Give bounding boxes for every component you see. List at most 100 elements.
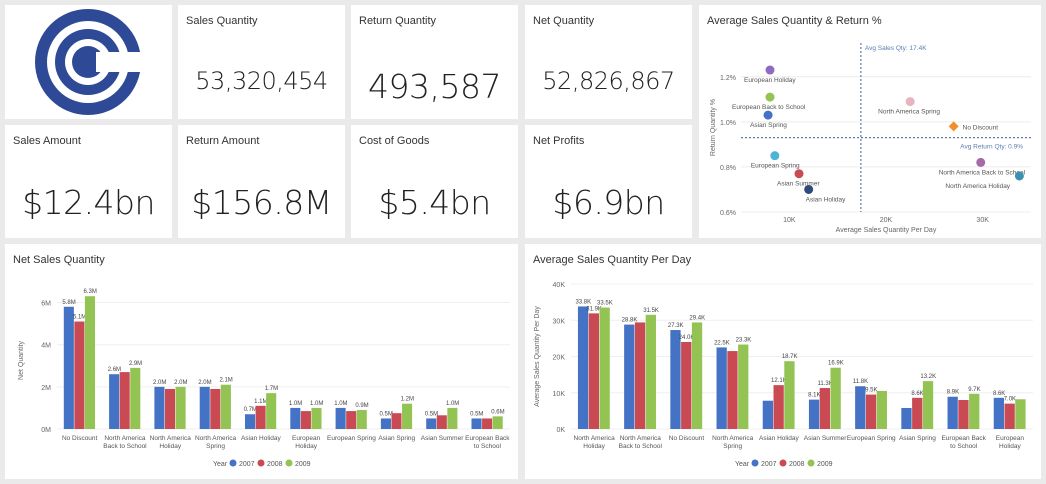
cost-of-goods-value: $5.4bn: [378, 183, 491, 222]
return-quantity-label: Return Quantity: [359, 15, 437, 27]
scatter-chart-tile[interactable]: Average Sales Quantity & Return % 0.6% 0.…: [699, 5, 1041, 238]
legend-label: 2009: [295, 461, 311, 468]
bar-data-label: 11.8K: [853, 379, 868, 385]
bar: [947, 396, 958, 429]
bar-category-label: European Holiday: [996, 435, 1025, 450]
bar-y-tick: 20K: [553, 355, 566, 362]
bar: [119, 372, 130, 429]
scatter-y-tick: 1.2%: [720, 75, 736, 82]
scatter-point-label: North America Holiday: [945, 183, 1010, 190]
bar-y-tick: 10K: [553, 391, 566, 398]
sales-amount-label: Sales Amount: [13, 135, 81, 147]
net-profits-value: $6.9bn: [552, 183, 665, 222]
net-quantity-value: 52,826,867: [542, 67, 675, 95]
bar-data-label: 2.0M: [153, 380, 166, 386]
logo-tile: [5, 5, 172, 119]
bar-data-label: 2.0M: [174, 380, 187, 386]
scatter-point: [1014, 171, 1024, 181]
bar: [830, 367, 841, 429]
bar-data-label: 31.5K: [643, 308, 659, 314]
bar: [109, 374, 120, 429]
avg-sales-qty-reference-label: Avg Sales Qty: 17.4K: [865, 45, 927, 52]
scatter-point: [770, 151, 780, 161]
avg-sales-chart[interactable]: 0K 10K 20K 30K 40K Average Sales Quantity Per…: [525, 244, 1041, 479]
bar: [691, 322, 703, 429]
return-amount-label: Return Amount: [186, 135, 260, 147]
net-profits-card[interactable]: Net Profits $6.9bn: [525, 125, 692, 238]
sales-quantity-card[interactable]: Sales Quantity 53,320,454: [178, 5, 345, 119]
bar-data-label: 9.5K: [865, 388, 877, 394]
bar-category-label: North America Spring: [712, 435, 754, 450]
scatter-point-label: Asian Summer: [777, 181, 820, 188]
bar: [588, 313, 599, 429]
bar: [255, 405, 266, 429]
bar-y-axis-label: Average Sales Quantity Per Day: [534, 306, 541, 407]
cost-of-goods-card[interactable]: Cost of Goods $5.4bn: [351, 125, 518, 238]
bar: [716, 347, 727, 429]
bar-data-label: 1.0M: [446, 401, 459, 407]
scatter-point: [948, 121, 959, 132]
bar: [356, 410, 367, 429]
bar-data-label: 18.7K: [782, 354, 798, 360]
scatter-x-axis-label: Average Sales Quantity Per Day: [836, 227, 937, 234]
net-quantity-card[interactable]: Net Quantity 52,826,867: [525, 5, 692, 119]
bar-data-label: 0.6M: [491, 409, 504, 415]
legend-label: 2008: [789, 461, 805, 468]
net-sales-chart-tile[interactable]: Net Sales Quantity 0M 2M 4M 6M Net Quantity 5…: [5, 244, 518, 479]
scatter-point-label: No Discount: [963, 124, 999, 131]
bar: [290, 407, 301, 429]
net-sales-chart[interactable]: 0M 2M 4M 6M Net Quantity 5.8M 5.1M 6.3M No Disco…: [5, 244, 518, 479]
scatter-point: [765, 65, 775, 75]
bar-data-label: 16.9K: [828, 361, 844, 367]
bar: [154, 386, 165, 429]
legend-marker: [779, 459, 787, 467]
bar-y-tick: 4M: [41, 343, 51, 350]
bar: [380, 418, 391, 429]
legend-marker: [257, 459, 265, 467]
bar-data-label: 11.3K: [817, 381, 832, 387]
bar: [670, 330, 681, 429]
scatter-x-tick: 20K: [880, 217, 893, 224]
sales-amount-card[interactable]: Sales Amount $12.4bn: [5, 125, 172, 238]
legend-label: 2007: [761, 461, 777, 468]
bar-data-label: 0.5M: [425, 411, 438, 417]
avg-return-qty-reference-label: Avg Return Qty: 0.9%: [960, 144, 1023, 151]
return-quantity-card[interactable]: Return Quantity 493,587: [351, 5, 518, 119]
legend-marker: [807, 459, 815, 467]
sales-amount-value: $12.4bn: [22, 183, 155, 222]
bar-data-label: 2.9M: [129, 361, 142, 367]
bar-category-label: Asian Holiday: [241, 435, 281, 442]
bar-category-label: North America Back to School: [619, 435, 663, 450]
legend-label: 2007: [239, 461, 255, 468]
legend-title: Year: [735, 461, 750, 468]
scatter-point: [763, 110, 773, 120]
bar: [738, 344, 749, 429]
bar-data-label: 22.5K: [714, 340, 730, 346]
bar-category-label: North America Spring: [195, 435, 237, 450]
bar-category-label: North America Back to School: [103, 435, 147, 450]
bar-category-label: Asian Summer: [421, 435, 464, 442]
scatter-point-label: European Spring: [751, 163, 800, 170]
bar: [922, 381, 934, 429]
avg-sales-chart-tile[interactable]: Average Sales Quantity Per Day 0K 10K 20K 3…: [525, 244, 1041, 479]
scatter-y-axis-label: Return Quantity %: [710, 99, 717, 156]
legend-label: 2009: [817, 461, 833, 468]
bar-category-label: Asian Spring: [378, 435, 415, 442]
bar-data-label: 1.0M: [289, 401, 302, 407]
scatter-point-label: Asian Holiday: [806, 196, 846, 203]
bar: [865, 394, 877, 429]
bar: [876, 390, 887, 429]
return-amount-card[interactable]: Return Amount $156.8M: [178, 125, 345, 238]
bar: [1015, 399, 1026, 429]
bar: [808, 399, 820, 429]
bar: [426, 418, 437, 429]
bar-data-label: 9.7K: [968, 387, 980, 393]
bar-y-tick: 0M: [41, 427, 51, 434]
bar-y-axis-label: Net Quantity: [18, 341, 25, 380]
bar: [482, 418, 493, 429]
bar: [84, 296, 96, 429]
bar-data-label: 2.6M: [108, 367, 121, 373]
contoso-c-logo-icon: [35, 9, 142, 115]
bar-category-label: North America Holiday: [150, 435, 192, 450]
